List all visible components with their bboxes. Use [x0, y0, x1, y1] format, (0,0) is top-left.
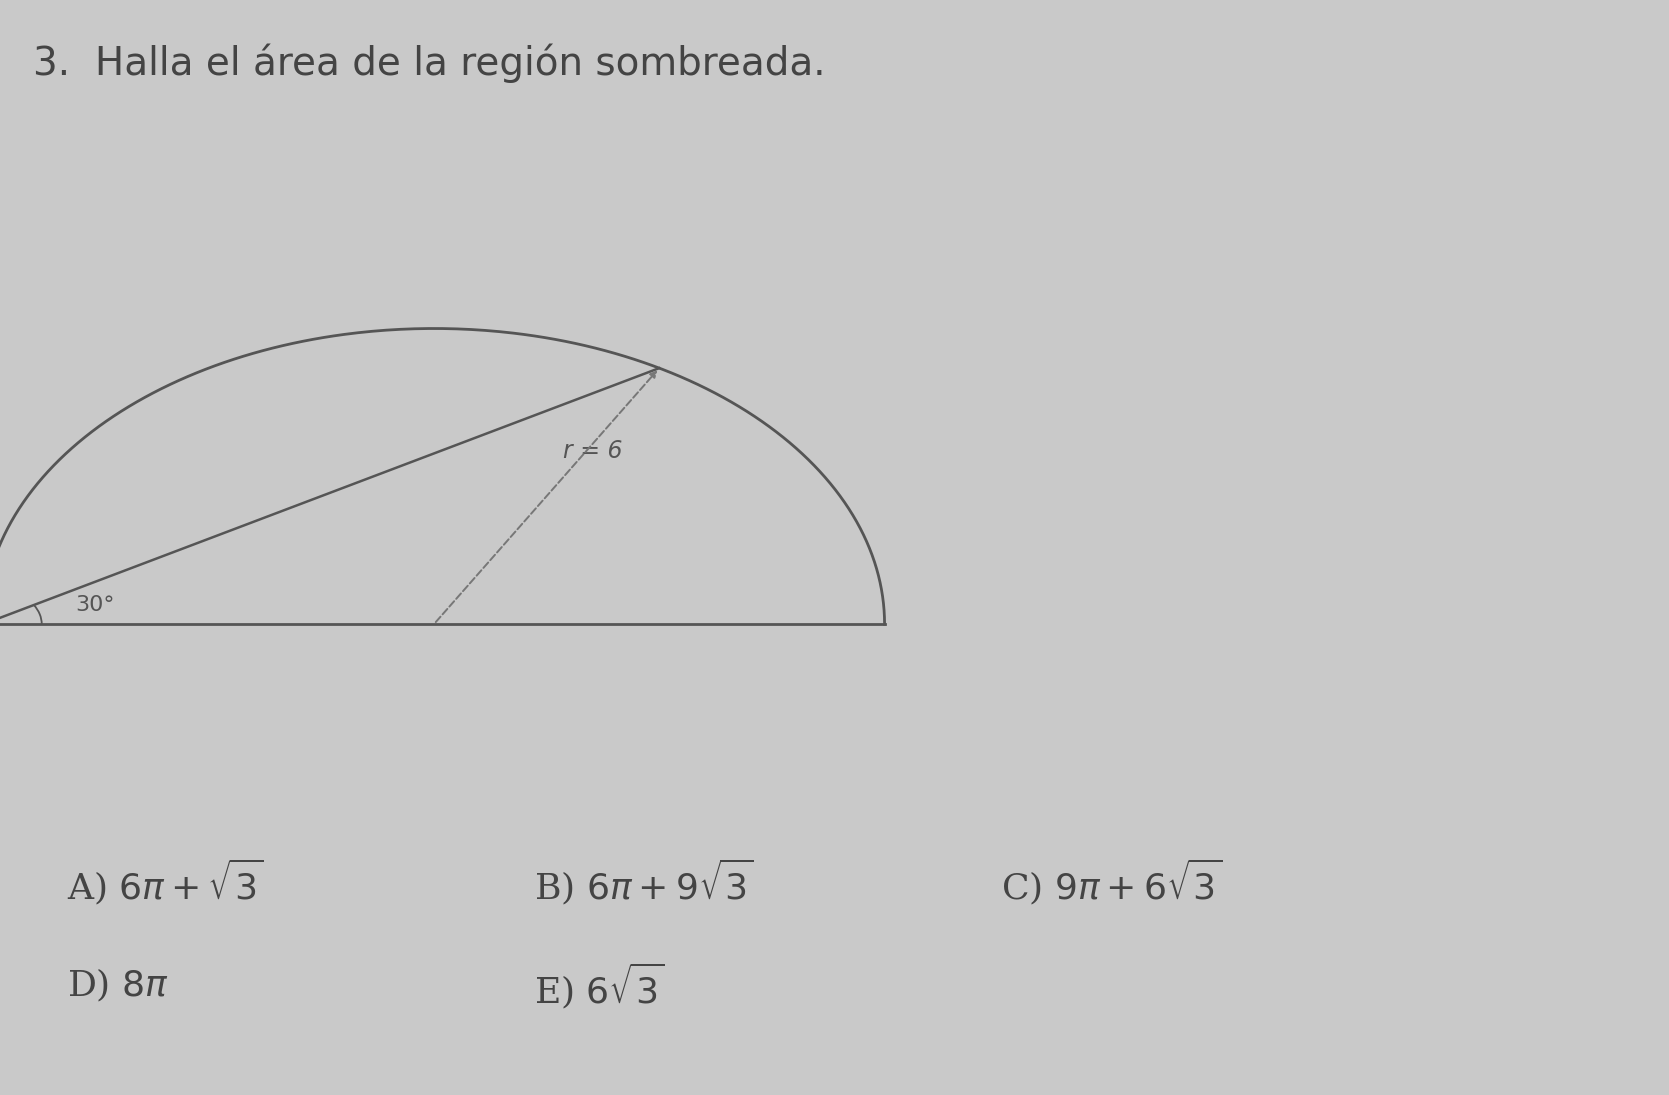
- Text: 30°: 30°: [75, 596, 115, 615]
- Text: E) $6\sqrt{3}$: E) $6\sqrt{3}$: [534, 960, 664, 1011]
- Text: D) $8\pi$: D) $8\pi$: [67, 967, 169, 1004]
- Text: A) $6\pi + \sqrt{3}$: A) $6\pi + \sqrt{3}$: [67, 856, 264, 907]
- Text: r = 6: r = 6: [564, 439, 623, 463]
- Text: 3.  Halla el área de la región sombreada.: 3. Halla el área de la región sombreada.: [33, 44, 826, 83]
- Text: C) $9\pi + 6\sqrt{3}$: C) $9\pi + 6\sqrt{3}$: [1001, 856, 1222, 907]
- Text: B) $6\pi + 9\sqrt{3}$: B) $6\pi + 9\sqrt{3}$: [534, 856, 754, 907]
